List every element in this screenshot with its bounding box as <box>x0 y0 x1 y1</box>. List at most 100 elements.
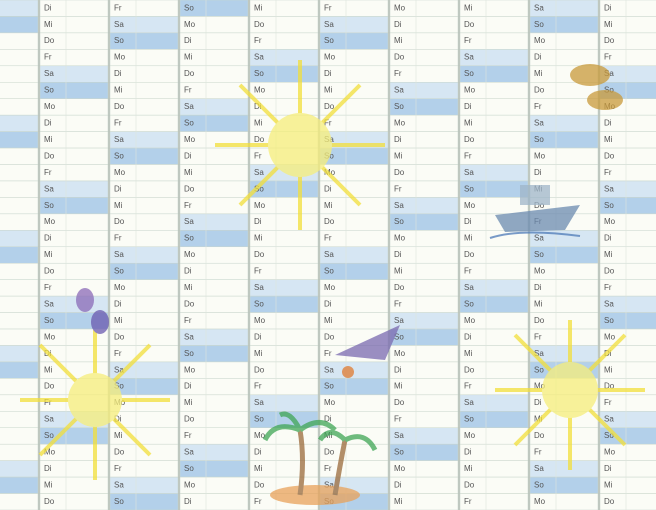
day-cell <box>0 16 39 34</box>
day-name: Fr <box>44 283 52 292</box>
day-cell <box>0 147 39 165</box>
day-name: Do <box>604 151 615 160</box>
day-name: Sa <box>114 20 124 29</box>
day-name: Fr <box>604 53 612 62</box>
day-name: Mo <box>394 464 406 473</box>
day-name: Mi <box>464 118 473 127</box>
day-name: Sa <box>44 69 54 78</box>
day-cell <box>0 164 39 182</box>
day-name: Sa <box>324 250 334 259</box>
day-name: So <box>184 464 194 473</box>
day-name: Do <box>44 497 55 506</box>
month-column: So Mo Di Mi Do Fr Sa So Mo Di Mi Do Fr Sa So Mo Di Mi Do Fr… <box>179 0 250 510</box>
day-name: Di <box>254 102 262 111</box>
day-name: Mo <box>44 448 56 457</box>
day-name: So <box>254 415 264 424</box>
day-name: Mo <box>464 201 476 210</box>
day-name: So <box>184 118 194 127</box>
day-name: Di <box>184 151 192 160</box>
day-name: Mi <box>534 299 543 308</box>
day-cell <box>0 378 39 396</box>
day-name: Sa <box>254 168 264 177</box>
day-name: Mi <box>324 316 333 325</box>
day-name: Mo <box>44 332 56 341</box>
day-name: Mi <box>394 497 403 506</box>
day-name: Fr <box>464 497 472 506</box>
day-name: Di <box>114 184 122 193</box>
day-name: Di <box>534 53 542 62</box>
day-name: Do <box>394 168 405 177</box>
day-name: Do <box>254 20 265 29</box>
day-name: Mo <box>464 86 476 95</box>
day-name: Fr <box>394 415 402 424</box>
day-name: Di <box>534 168 542 177</box>
day-name: Mi <box>254 234 263 243</box>
day-name: Sa <box>114 250 124 259</box>
day-cell <box>0 65 39 83</box>
day-name: Mi <box>394 151 403 160</box>
day-name: Di <box>604 464 612 473</box>
day-name: Sa <box>604 184 614 193</box>
day-name: Do <box>464 20 475 29</box>
day-name: Sa <box>394 201 404 210</box>
month-column: Di Mi Do Fr Sa So Mo Di Mi Do Fr Sa So Mo Di Mi Do Fr Sa So… <box>599 0 656 510</box>
day-cell <box>0 312 39 330</box>
day-name: Do <box>604 497 615 506</box>
day-name: Sa <box>394 86 404 95</box>
day-name: So <box>44 201 54 210</box>
month-column: SaSoMoDiMiDoFrSaSoMoDiMiDoFrSaSoMoDiMiDo… <box>0 0 40 510</box>
day-name: Sa <box>604 415 614 424</box>
day-name: Do <box>114 102 125 111</box>
day-name: So <box>534 365 544 374</box>
day-name: Sa <box>604 299 614 308</box>
day-name: Fr <box>184 86 192 95</box>
day-name: Di <box>114 299 122 308</box>
day-name: Mi <box>394 382 403 391</box>
day-name: Fr <box>184 201 192 210</box>
day-name: So <box>324 267 334 276</box>
day-name: Do <box>324 332 335 341</box>
day-name: Di <box>44 464 52 473</box>
day-name: Do <box>184 299 195 308</box>
day-name: Mo <box>464 431 476 440</box>
day-name: Mo <box>114 283 126 292</box>
day-name: Do <box>394 283 405 292</box>
day-name: Mi <box>44 20 53 29</box>
day-cell <box>0 411 39 428</box>
day-name: Mi <box>464 234 473 243</box>
day-name: Mi <box>184 53 193 62</box>
day-name: Mo <box>604 332 616 341</box>
day-name: Mo <box>254 201 266 210</box>
day-name: Do <box>184 184 195 193</box>
day-name: So <box>114 382 124 391</box>
day-name: Fr <box>114 349 122 358</box>
day-name: Di <box>324 69 332 78</box>
day-name: Mi <box>184 398 193 407</box>
day-name: Fr <box>464 36 472 45</box>
day-name: So <box>184 349 194 358</box>
day-name: Mi <box>114 86 123 95</box>
day-name: Di <box>464 102 472 111</box>
day-cell <box>0 246 39 264</box>
day-cell <box>0 493 39 510</box>
day-cell <box>0 427 39 445</box>
day-name: Mo <box>604 448 616 457</box>
day-name: Fr <box>534 102 542 111</box>
day-name: Mo <box>44 102 56 111</box>
day-name: Fr <box>114 234 122 243</box>
day-name: Di <box>464 448 472 457</box>
day-name: Sa <box>184 448 194 457</box>
day-name: Do <box>44 36 55 45</box>
day-name: So <box>44 316 54 325</box>
day-name: Mi <box>184 283 193 292</box>
day-name: Do <box>464 250 475 259</box>
day-cell <box>0 0 39 17</box>
day-name: Sa <box>534 464 544 473</box>
day-name: Sa <box>534 349 544 358</box>
day-cell <box>0 213 39 231</box>
day-name: Fr <box>464 151 472 160</box>
day-cell <box>599 493 656 510</box>
day-cell <box>0 49 39 67</box>
day-name: Di <box>604 118 612 127</box>
month-column: Mi Do Fr Sa So Mo Di Mi Do Fr Sa So Mo Di Mi Do Fr Sa So Mo… <box>249 0 320 510</box>
